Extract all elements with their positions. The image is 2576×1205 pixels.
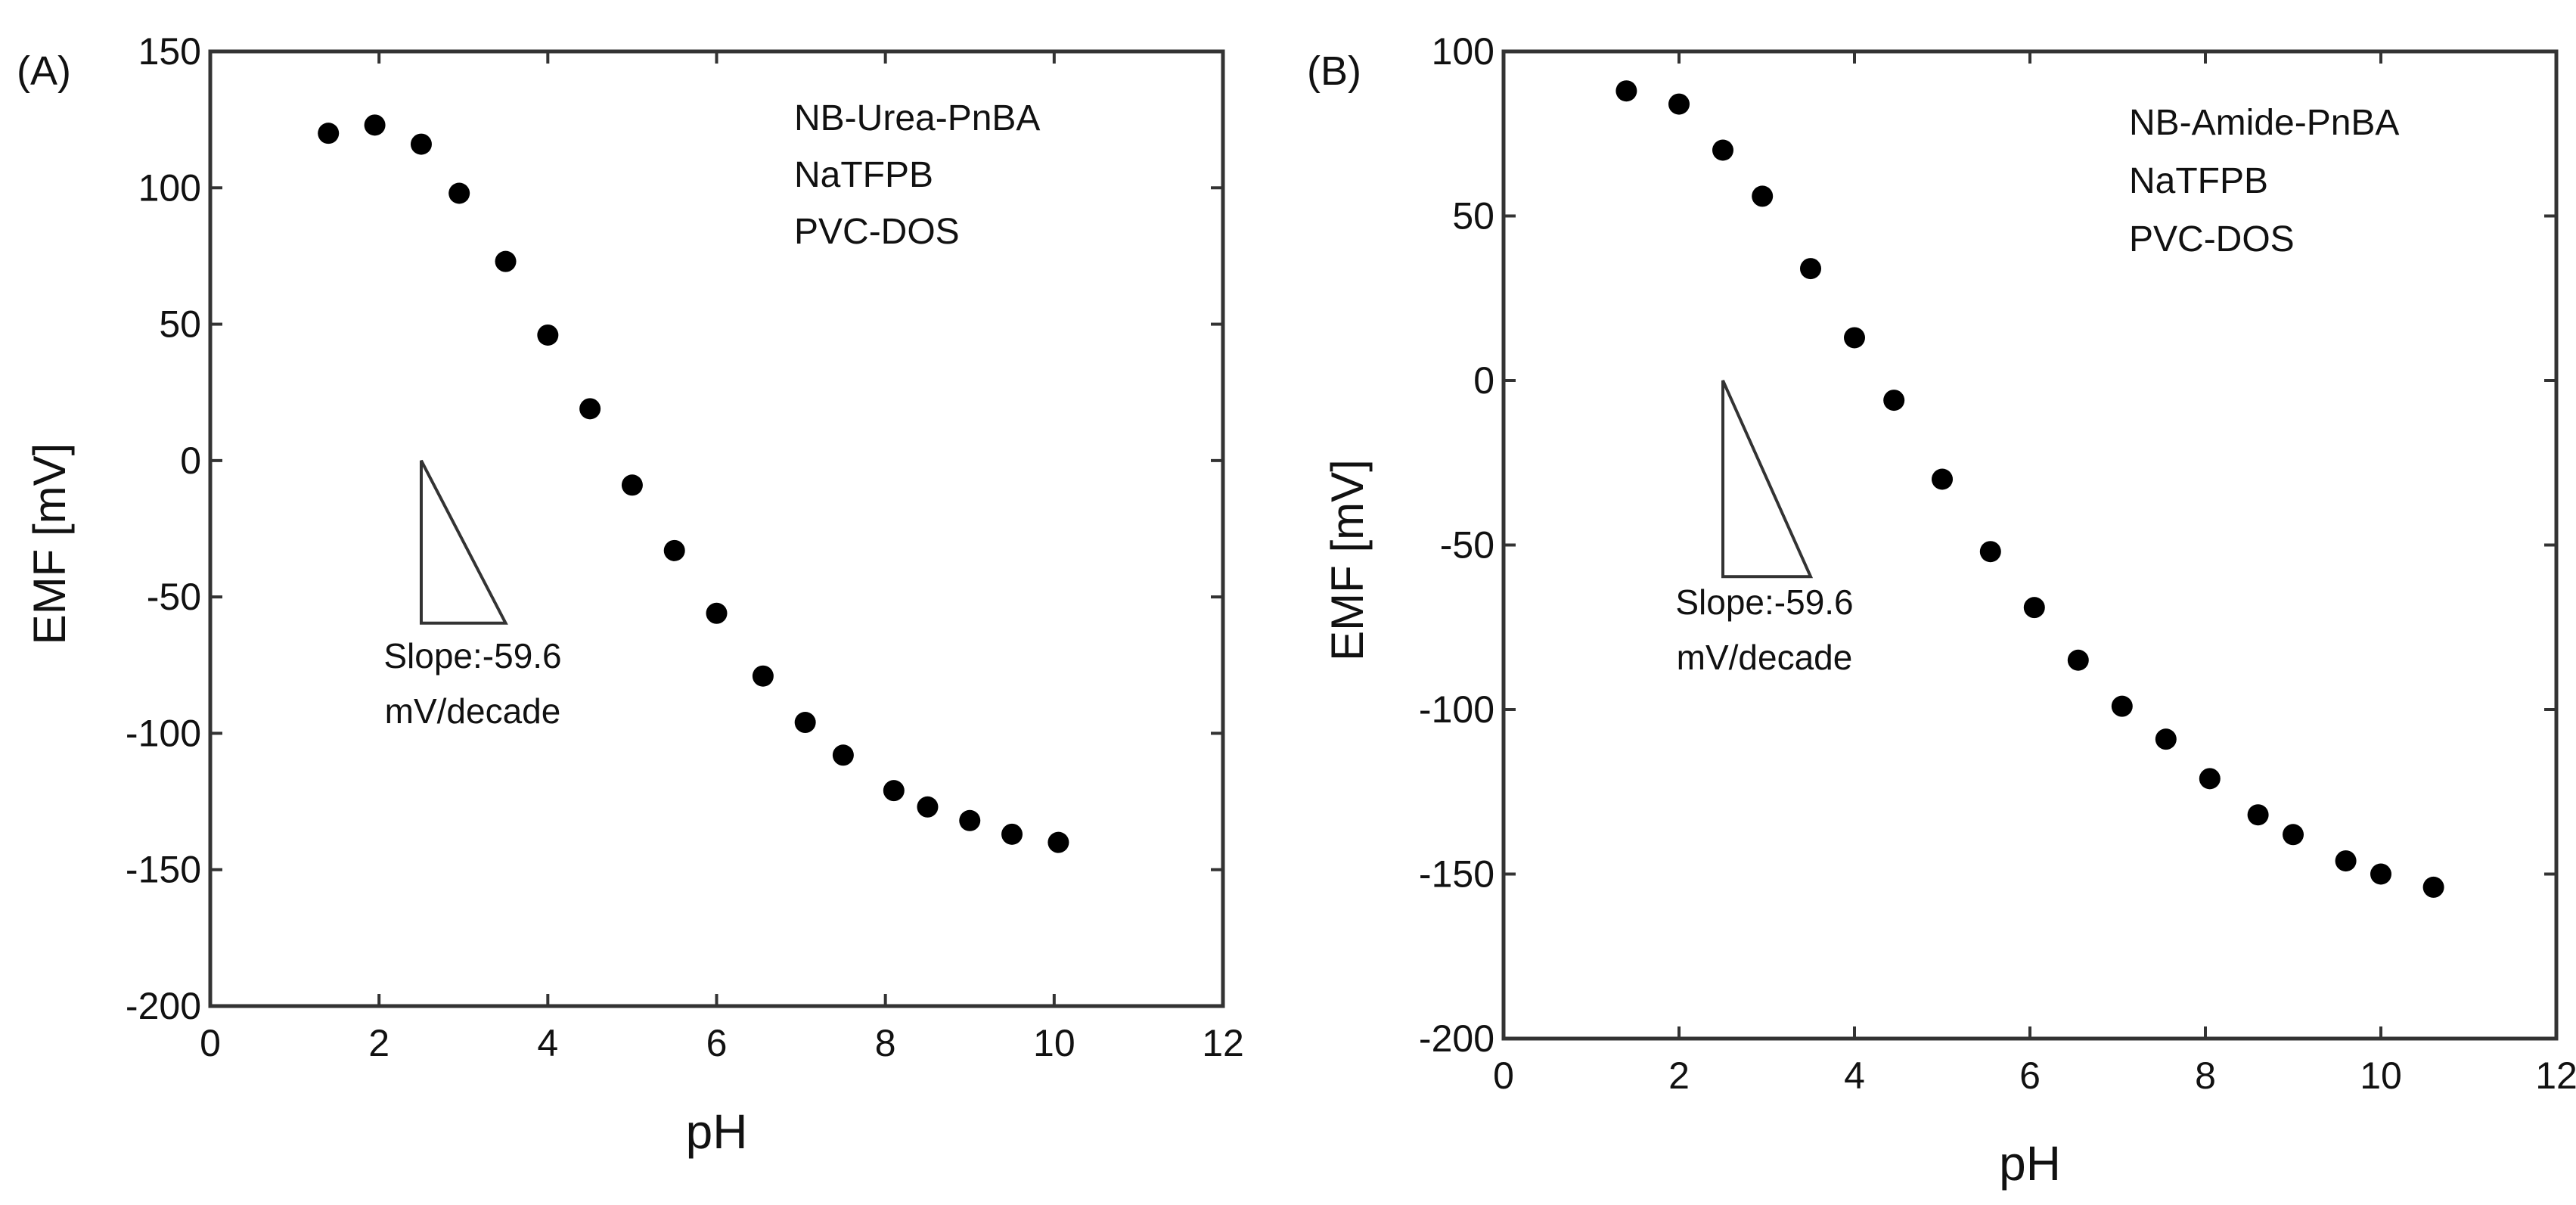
y-tick-label: -200: [126, 985, 201, 1027]
data-point: [752, 665, 774, 687]
data-point: [2283, 824, 2304, 846]
slope-annotation: mV/decade: [1677, 638, 1853, 677]
data-point: [1979, 541, 2001, 563]
data-point: [663, 539, 685, 561]
data-point: [1932, 468, 1953, 490]
y-axis-label: EMF [mV]: [24, 443, 75, 645]
data-point: [1047, 831, 1069, 853]
y-axis-label: EMF [mV]: [1322, 459, 1373, 661]
x-tick-label: 8: [875, 1022, 896, 1064]
chart-panel-b: 0 2 4 6 8 10 12 -200 -150 -100 -50 0 50 100 pH EMF [mV]…: [1307, 30, 2576, 1191]
panel-label: (A): [17, 48, 71, 94]
data-point: [959, 809, 981, 831]
data-point: [2370, 863, 2391, 885]
x-tick-label: 2: [368, 1022, 390, 1064]
data-point: [2111, 695, 2133, 717]
data-point: [364, 114, 386, 136]
x-tick-label: 6: [2019, 1054, 2041, 1097]
y-tick-label: 50: [1452, 195, 1494, 238]
x-tick-label: 12: [1202, 1022, 1244, 1064]
data-point: [1712, 139, 1733, 161]
slope-triangle: [1721, 380, 1814, 579]
y-tick-label: -150: [1419, 853, 1494, 896]
slope-annotation: mV/decade: [385, 691, 561, 731]
y-tick-label: -100: [126, 712, 201, 754]
x-tick-label: 8: [2195, 1054, 2216, 1097]
x-tick-label: 10: [2360, 1054, 2402, 1097]
y-tick-label: 150: [138, 30, 201, 73]
y-tick-label: 100: [138, 166, 201, 209]
chart-panel-a: 0 2 4 6 8 10 12 -200 -150 -100 -50 0 50 100 150 pH EMF […: [17, 30, 1244, 1159]
x-tick-label: 0: [1493, 1054, 1514, 1097]
data-point: [1800, 258, 1821, 280]
data-point: [448, 182, 470, 204]
data-point: [1615, 80, 1637, 102]
panel-label: (B): [1307, 48, 1361, 94]
data-point: [579, 398, 601, 420]
data-point: [2247, 804, 2269, 826]
data-point: [495, 250, 517, 272]
x-tick-label: 4: [537, 1022, 558, 1064]
y-tick-label: 100: [1432, 30, 1494, 73]
data-point: [2023, 597, 2045, 619]
legend-entry: NB-Urea-PnBA: [794, 98, 1040, 138]
x-axis-label: pH: [1999, 1136, 2061, 1191]
legend-entry: NaTFPB: [794, 155, 933, 195]
y-tick-label: -50: [1440, 524, 1494, 567]
y-tick-label: -100: [1419, 688, 1494, 731]
x-tick-label: 2: [1668, 1054, 1690, 1097]
data-point: [2335, 850, 2357, 872]
slope-annotation: Slope:-59.6: [1675, 582, 1853, 622]
x-tick-label: 0: [200, 1022, 221, 1064]
data-point: [2155, 728, 2177, 750]
x-tick-label: 4: [1844, 1054, 1865, 1097]
data-point: [318, 123, 340, 144]
data-point: [1001, 823, 1023, 845]
y-tick-label: 0: [1473, 359, 1494, 402]
data-point: [917, 796, 939, 818]
data-point: [794, 712, 816, 734]
legend-entry: NaTFPB: [2129, 161, 2268, 201]
data-point: [1668, 93, 1690, 115]
legend-entry: PVC-DOS: [794, 212, 960, 252]
legend-entry: NB-Amide-PnBA: [2129, 103, 2399, 143]
y-tick-label: -50: [147, 576, 201, 618]
x-tick-label: 10: [1033, 1022, 1075, 1064]
data-point: [2422, 876, 2444, 898]
data-point: [883, 780, 905, 802]
data-point: [537, 324, 559, 346]
x-tick-label: 12: [2535, 1054, 2576, 1097]
x-axis-label: pH: [686, 1104, 748, 1159]
slope-triangle: [419, 459, 508, 625]
y-tick-label: 50: [159, 303, 201, 346]
data-point: [410, 133, 432, 155]
slope-annotation: Slope:-59.6: [383, 636, 561, 675]
data-point: [1844, 327, 1865, 349]
data-point: [832, 744, 854, 766]
x-tick-label: 6: [706, 1022, 728, 1064]
data-point: [621, 474, 643, 496]
data-point: [2199, 768, 2221, 790]
y-tick-label: 0: [180, 439, 201, 482]
data-point: [706, 602, 728, 624]
legend-entry: PVC-DOS: [2129, 219, 2295, 259]
y-tick-label: -150: [126, 849, 201, 891]
data-point: [1883, 390, 1905, 412]
data-point: [1752, 185, 1774, 207]
data-point: [2067, 649, 2089, 671]
y-tick-label: -200: [1419, 1017, 1494, 1060]
